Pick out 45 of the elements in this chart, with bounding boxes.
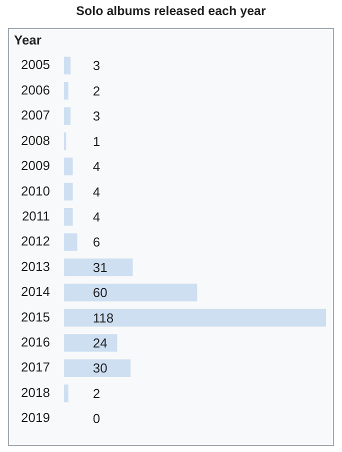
y-tick-label: 2015	[21, 309, 50, 324]
data-label: 3	[92, 58, 100, 74]
y-axis-title: Year	[14, 32, 42, 48]
data-label: 118	[92, 310, 114, 326]
data-label: 2	[92, 386, 100, 401]
bar	[64, 384, 68, 402]
y-tick-label: 2018	[21, 384, 50, 400]
bar	[64, 359, 131, 377]
y-tick-label: 2008	[21, 132, 50, 148]
bar	[64, 56, 71, 74]
y-tick-label: 2014	[21, 284, 50, 300]
bar	[64, 334, 118, 352]
bar	[64, 308, 326, 327]
data-label: 24	[92, 336, 108, 351]
y-tick-label: 2016	[21, 334, 50, 350]
bar	[64, 158, 73, 176]
chart-title: Solo albums released each year	[75, 4, 267, 18]
data-label: 4	[92, 209, 100, 224]
data-label: 30	[92, 360, 108, 376]
bar	[64, 82, 68, 100]
bar	[64, 233, 78, 251]
y-tick-label: 2010	[21, 183, 50, 198]
y-tick-label: 2009	[21, 158, 50, 174]
y-tick-label: 2019	[21, 410, 50, 426]
y-tick-label: 2007	[21, 108, 50, 123]
bar	[64, 107, 71, 125]
bar	[64, 182, 73, 200]
data-label: 31	[92, 260, 108, 275]
data-label: 1	[92, 134, 100, 149]
data-label: 60	[92, 285, 108, 300]
bar	[64, 208, 73, 226]
y-tick-label: 2013	[21, 258, 50, 274]
y-tick-label: 2005	[21, 57, 50, 72]
y-tick-label: 2011	[22, 208, 50, 224]
y-tick-label: 2017	[21, 360, 50, 375]
bar	[64, 258, 133, 276]
data-label: 3	[92, 108, 100, 124]
data-label: 6	[92, 234, 100, 250]
y-tick-label: 2012	[21, 234, 50, 249]
data-label: 4	[92, 184, 100, 200]
data-label: 4	[92, 159, 100, 174]
y-tick-label: 2006	[21, 82, 50, 98]
data-label: 2	[92, 83, 100, 98]
bar	[64, 284, 198, 302]
data-label: 0	[92, 411, 100, 426]
